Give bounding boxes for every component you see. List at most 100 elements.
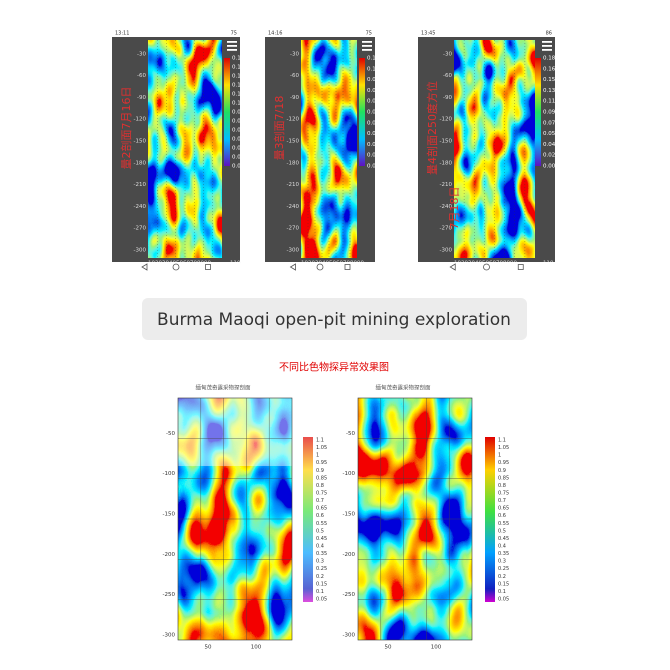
y-tick-label: -180: [134, 160, 147, 166]
y-tick-label: -210: [134, 182, 147, 188]
plot-frame: [177, 397, 293, 641]
colorbar-label: 0.15: [316, 581, 327, 587]
status-battery: 75: [231, 31, 237, 37]
colorbar-label: 0.5: [498, 528, 506, 534]
x-tick-label: 50: [385, 645, 392, 651]
colorbar-label: 0.00: [543, 164, 556, 170]
colorbar-label: 0.095: [367, 77, 383, 83]
profile-label: 量3剖面7/18: [272, 96, 286, 161]
colorbar-label: 0.4: [498, 544, 506, 550]
caption: Burma Maoqi open-pit mining exploration: [157, 310, 511, 330]
plot-frame: [357, 397, 473, 641]
colorbar: [485, 437, 495, 602]
colorbar-label: 0.1: [316, 589, 324, 595]
colorbar-label: 0.05: [498, 597, 509, 603]
colorbar-label: 0.050: [367, 131, 383, 137]
y-tick-label: -100: [343, 471, 356, 477]
nav-bar: [418, 262, 555, 272]
status-bar: [265, 28, 375, 37]
colorbar-label: 0.09: [543, 110, 556, 116]
colorbar-label: 0.07: [543, 120, 556, 126]
colorbar-label: 0.75: [498, 491, 509, 497]
y-tick-label: -200: [163, 552, 176, 558]
colorbar-label: 0.07: [232, 128, 245, 134]
colorbar-label: 0.113: [367, 56, 383, 62]
y-tick-label: -150: [440, 139, 453, 145]
y-tick-label: -120: [440, 117, 453, 123]
colorbar-label: 0.023: [367, 164, 383, 170]
y-tick-label: -200: [343, 552, 356, 558]
menu-icon: [542, 41, 552, 43]
y-tick-label: -210: [440, 182, 453, 188]
nav-recent: [344, 264, 351, 270]
menu-icon: [227, 41, 237, 43]
overlay: [178, 398, 292, 466]
colorbar-label: 0.04: [232, 155, 245, 161]
menu-icon: [362, 45, 372, 47]
colorbar-label: 0.10: [232, 101, 245, 107]
colorbar-label: 0.45: [498, 536, 509, 542]
colorbar: [303, 437, 313, 602]
nav-home: [172, 263, 180, 271]
x-tick-label: 50: [205, 645, 212, 651]
colorbar-label: 0.032: [367, 153, 383, 159]
colorbar-label: 0.2: [316, 574, 324, 580]
colorbar-label: 1.05: [316, 445, 327, 451]
colorbar-label: 0.03: [232, 164, 245, 170]
colorbar-label: 1.1: [498, 438, 506, 444]
colorbar: [535, 58, 541, 166]
colorbar-label: 0.05: [316, 597, 327, 603]
menu-icon: [362, 41, 372, 43]
colorbar-label: 0.3: [316, 559, 324, 565]
panel-title: 缅甸茂奇露采物探剖面: [195, 384, 251, 392]
colorbar-label: 0.65: [498, 506, 509, 512]
colorbar-label: 0.077: [367, 99, 383, 105]
y-tick-label: -210: [287, 182, 300, 188]
x-tick-label: 100: [251, 645, 262, 651]
status-bar: [418, 28, 555, 37]
colorbar-label: 0.11: [232, 92, 244, 98]
colorbar-label: 0.8: [498, 483, 506, 489]
y-tick-label: -30: [137, 51, 146, 57]
menu-icon: [542, 49, 552, 51]
y-tick-label: -50: [166, 431, 175, 437]
y-tick-label: -60: [443, 73, 452, 79]
colorbar-label: 0.6: [498, 513, 506, 519]
y-tick-label: -300: [287, 248, 300, 254]
comparison-title: 不同比色物探异常效果图: [279, 361, 389, 374]
colorbar-label: 0.25: [498, 566, 509, 572]
colorbar-label: 0.11: [543, 99, 555, 105]
colorbar-label: 0.65: [316, 506, 327, 512]
colorbar-label: 0.8: [316, 483, 324, 489]
colorbar-label: 1: [498, 453, 501, 459]
menu-icon: [542, 45, 552, 47]
colorbar-label: 0.75: [316, 491, 327, 497]
colorbar-label: 0.4: [316, 544, 324, 550]
y-tick-label: -270: [440, 226, 453, 232]
status-battery: 86: [546, 31, 552, 37]
colorbar: [359, 58, 365, 166]
y-tick-label: -150: [343, 512, 356, 518]
y-tick-label: -270: [134, 226, 147, 232]
colorbar-label: 0.059: [367, 120, 383, 126]
y-tick-label: -100: [163, 471, 176, 477]
y-tick-label: -150: [287, 139, 300, 145]
nav-back: [449, 263, 456, 271]
colorbar-label: 0.85: [316, 475, 327, 481]
status-battery: 75: [366, 31, 372, 37]
nav-bar: [112, 262, 240, 272]
caption-box: [142, 298, 527, 340]
y-tick-label: -60: [290, 73, 299, 79]
colorbar-label: 0.7: [316, 498, 324, 504]
status-bar: [112, 28, 240, 37]
colorbar-label: 0.2: [498, 574, 506, 580]
panel-title: 缅甸茂奇露采物探剖面: [375, 384, 431, 392]
menu-icon: [227, 49, 237, 51]
y-tick-label: -250: [163, 592, 176, 598]
colorbar-label: 0.3: [498, 559, 506, 565]
y-tick-label: -30: [290, 51, 299, 57]
colorbar: [224, 58, 230, 166]
colorbar-label: 0.1: [498, 589, 506, 595]
profile-label: 量2剖面7月16日: [119, 87, 133, 170]
